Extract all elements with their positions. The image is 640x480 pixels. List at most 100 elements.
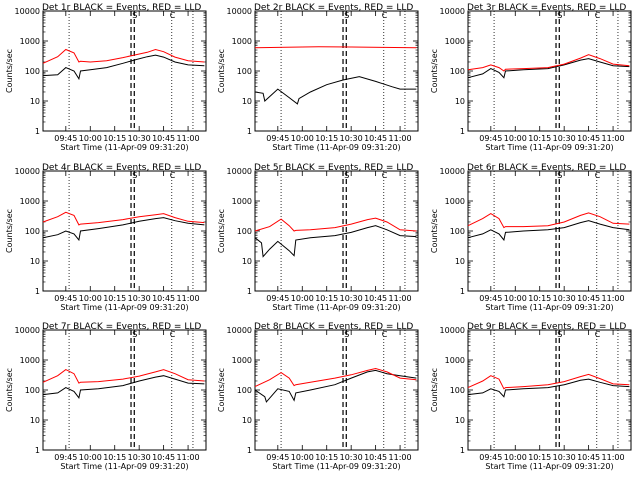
x-tick-label: 11:00 [177,453,200,462]
x-axis-label: Start Time (11-Apr-09 09:31:20) [60,462,188,471]
series-line-lld [42,369,205,384]
plot-frame [42,10,207,132]
x-tick-label: 09:45 [479,294,502,303]
y-tick-label: 100 [25,227,40,236]
x-tick-label: 10:30 [553,453,576,462]
series-line-lld [42,211,205,226]
x-tick-label: 09:45 [266,453,289,462]
x-tick-label: 10:00 [291,453,314,462]
y-axis-label: Counts/sec [5,368,14,412]
y-tick-label: 1 [35,446,40,455]
plot-frame [254,10,419,132]
marker-c: C [382,330,388,339]
y-tick-label: 10000 [440,7,465,16]
x-tick-label: 10:30 [128,294,151,303]
x-tick-label: 10:30 [553,134,576,143]
marker-c: C [170,330,176,339]
y-tick-label: 1000 [232,37,252,46]
y-tick-label: 10000 [227,7,252,16]
y-tick-label: 1 [35,287,40,296]
plot-frame [254,329,419,451]
x-tick-label: 10:15 [103,453,126,462]
x-tick-label: 10:30 [340,134,363,143]
y-axis-label: Counts/sec [217,49,226,93]
series-line-lld [467,373,630,390]
chart-title: Det 2r BLACK = Events, RED = LLD [254,3,413,13]
x-tick-label: 09:45 [266,134,289,143]
chart-title: Det 4r BLACK = Events, RED = LLD [42,163,201,173]
chart-title: Det 1r BLACK = Events, RED = LLD [42,3,201,13]
series-line-events [467,378,630,398]
plot-frame [42,329,207,451]
x-tick-label: 10:15 [315,294,338,303]
series-line-lld [254,46,417,49]
marker-s: S [132,171,137,180]
plot-frame [42,170,207,292]
y-tick-label: 1000 [232,356,252,365]
series-line-events [467,58,630,79]
y-tick-label: 10000 [227,326,252,335]
series-line-lld [42,48,205,64]
y-tick-label: 100 [237,67,252,76]
x-tick-label: 10:15 [315,453,338,462]
x-tick-label: 10:15 [103,134,126,143]
x-tick-label: 09:45 [54,134,77,143]
x-tick-label: 10:15 [528,453,551,462]
y-tick-label: 10000 [227,167,252,176]
x-tick-label: 10:45 [364,294,387,303]
y-tick-label: 1 [247,446,252,455]
marker-s: S [557,11,562,20]
y-axis-label: Counts/sec [430,368,439,412]
x-tick-label: 11:00 [177,294,200,303]
y-tick-label: 10 [242,416,252,425]
marker-s: S [557,171,562,180]
x-tick-label: 11:00 [602,453,625,462]
marker-s: S [344,330,349,339]
y-tick-label: 10 [455,257,465,266]
y-tick-label: 1000 [20,197,40,206]
x-tick-label: 10:00 [291,134,314,143]
y-tick-label: 10000 [440,167,465,176]
marker-c: C [595,330,601,339]
y-tick-label: 100 [25,386,40,395]
x-tick-label: 10:45 [152,134,175,143]
y-tick-label: 1 [247,287,252,296]
x-tick-label: 10:30 [128,134,151,143]
x-tick-label: 11:00 [602,134,625,143]
y-tick-label: 10 [242,257,252,266]
y-tick-label: 10 [30,97,40,106]
series-line-events [42,375,205,399]
x-axis-label: Start Time (11-Apr-09 09:31:20) [60,303,188,312]
x-axis-label: Start Time (11-Apr-09 09:31:20) [272,303,400,312]
x-axis-label: Start Time (11-Apr-09 09:31:20) [485,143,613,152]
x-tick-label: 09:45 [479,453,502,462]
y-tick-label: 100 [25,67,40,76]
x-tick-label: 09:45 [54,294,77,303]
x-tick-label: 09:45 [479,134,502,143]
series-line-events [254,225,417,258]
y-axis-label: Counts/sec [217,209,226,253]
y-tick-label: 100 [450,67,465,76]
y-tick-label: 1 [247,127,252,136]
plot-frame [467,329,632,451]
chart-title: Det 8r BLACK = Events, RED = LLD [254,322,413,332]
plot-frame [467,10,632,132]
x-tick-label: 11:00 [389,134,412,143]
x-tick-label: 11:00 [177,134,200,143]
x-tick-label: 10:45 [577,453,600,462]
y-tick-label: 10000 [440,326,465,335]
y-axis-label: Counts/sec [5,209,14,253]
x-tick-label: 10:45 [364,453,387,462]
x-tick-label: 10:00 [504,294,527,303]
x-tick-label: 11:00 [602,294,625,303]
marker-s: S [557,330,562,339]
y-tick-label: 100 [237,386,252,395]
series-line-events [467,220,630,242]
y-axis-label: Counts/sec [430,209,439,253]
